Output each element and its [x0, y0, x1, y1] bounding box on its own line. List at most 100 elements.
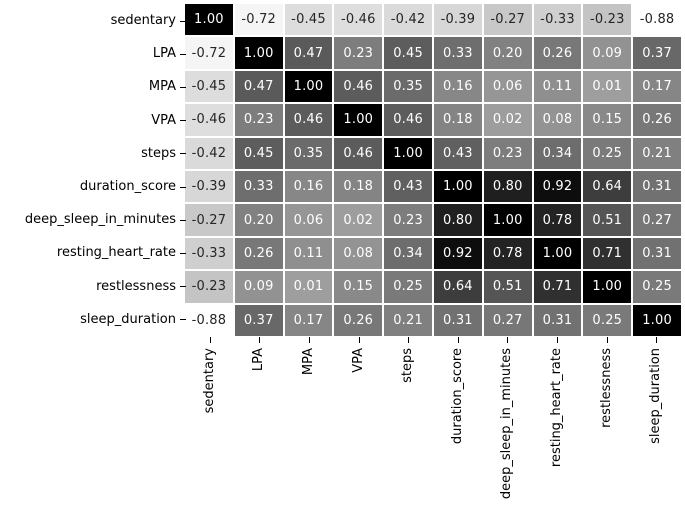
heatmap-cell: -0.42: [384, 4, 432, 36]
heatmap-cell: -0.46: [185, 104, 233, 136]
x-tick-label: MPA: [301, 348, 316, 376]
heatmap-cell: 0.26: [334, 304, 383, 336]
y-tick-label: sedentary: [110, 13, 176, 28]
heatmap-cell: 0.31: [633, 170, 681, 203]
x-tick-label: LPA: [251, 348, 267, 372]
x-tick-mark: [656, 337, 658, 343]
y-tick-label: LPA: [152, 46, 176, 62]
heatmap-cell: -0.39: [433, 4, 482, 36]
heatmap-cell: 0.09: [234, 271, 283, 303]
heatmap-cell: 0.78: [483, 237, 532, 270]
heatmap-cell: 1.00: [633, 304, 681, 336]
heatmap-cell: 1.00: [185, 4, 233, 36]
x-tick-mark: [557, 337, 558, 343]
heatmap-cell: 0.27: [483, 304, 532, 336]
y-tick-mark: [180, 286, 186, 288]
heatmap-cell: 0.25: [583, 304, 632, 336]
heatmap-cell: 0.34: [384, 237, 432, 270]
heatmap-cell: 0.23: [334, 37, 383, 69]
heatmap-cell: 0.31: [533, 304, 582, 336]
heatmap-cell: 0.43: [384, 170, 432, 203]
y-tick-label: steps: [141, 145, 176, 161]
heatmap-cell: 0.01: [583, 70, 632, 103]
y-tick-label: restlessness: [96, 278, 176, 294]
heatmap-grid: 1.00 -0.72 -0.45 -0.46 -0.42 -0.39 -0.27 -0.33-…: [185, 4, 681, 336]
x-tick-label: sleep_duration: [648, 348, 664, 444]
y-tick-mark: [180, 186, 186, 188]
heatmap-cell: 0.20: [483, 37, 532, 69]
heatmap-cell: 0.34: [533, 137, 582, 169]
y-tick-label: MPA: [148, 79, 176, 95]
heatmap-cell: 0.15: [583, 104, 632, 136]
heatmap-cell: 0.25: [583, 137, 632, 169]
x-tick-label: duration_score: [449, 348, 465, 445]
heatmap-cell: 0.18: [334, 170, 383, 203]
heatmap-cell: 0.35: [284, 137, 333, 169]
y-tick-label: VPA: [151, 112, 176, 128]
heatmap-cell: 0.37: [633, 37, 681, 69]
x-tick-mark: [408, 337, 410, 343]
heatmap-cell: 0.06: [483, 70, 532, 103]
heatmap-cell: 0.46: [284, 104, 333, 136]
heatmap-cell: 0.45: [234, 137, 283, 169]
heatmap-cell: 1.00: [334, 104, 383, 136]
heatmap-cell: 0.27: [633, 204, 681, 236]
heatmap-cell: -0.39: [185, 170, 233, 203]
y-tick-label: deep_sleep_in_minutes: [24, 212, 176, 228]
heatmap-cell: 0.31: [433, 304, 482, 336]
heatmap-cell: 0.71: [583, 237, 632, 270]
heatmap-cell: 0.26: [633, 104, 681, 136]
heatmap-cell: 0.21: [633, 137, 681, 169]
heatmap-cell: 0.71: [533, 271, 582, 303]
x-tick-label: deep_sleep_in_minutes: [499, 348, 515, 500]
heatmap-cell: 0.51: [483, 271, 532, 303]
heatmap-cell: 0.23: [384, 204, 432, 236]
heatmap-cell: 1.00: [433, 170, 482, 203]
y-tick-mark: [180, 20, 186, 22]
heatmap-cell: 0.43: [433, 137, 482, 169]
x-tick-label: VPA: [350, 348, 366, 373]
x-tick-mark: [209, 337, 211, 343]
heatmap-cell: 0.78: [533, 204, 582, 236]
x-tick-label: resting_heart_rate: [549, 348, 564, 468]
heatmap-cell: 0.46: [334, 137, 383, 169]
heatmap-cell: 0.64: [433, 271, 482, 303]
heatmap-cell: -0.27: [483, 4, 532, 36]
x-tick-label: restlessness: [598, 348, 614, 428]
heatmap-cell: 0.01: [284, 271, 333, 303]
heatmap-cell: 0.33: [234, 170, 283, 203]
x-tick-mark: [457, 337, 459, 343]
heatmap-cell: 0.80: [483, 170, 532, 203]
heatmap-cell: 0.06: [284, 204, 333, 236]
heatmap-cell: -0.45: [185, 70, 233, 103]
heatmap-cell: 1.00: [284, 70, 333, 103]
y-tick-mark: [180, 319, 186, 321]
heatmap-cell: -0.33: [533, 4, 582, 36]
heatmap-cell: 1.00: [483, 204, 532, 236]
heatmap-cell: 0.47: [284, 37, 333, 69]
heatmap-cell: 0.23: [234, 104, 283, 136]
heatmap-cell: -0.42: [185, 137, 233, 169]
x-tick-mark: [259, 337, 261, 343]
y-tick-mark: [180, 153, 186, 155]
heatmap-cell: 0.26: [533, 37, 582, 69]
heatmap-cell: -0.72: [234, 4, 283, 36]
x-tick-mark: [309, 337, 310, 343]
heatmap-cell: 1.00: [533, 237, 582, 270]
heatmap-cell: 0.47: [234, 70, 283, 103]
y-tick-label: resting_heart_rate: [56, 245, 176, 261]
heatmap-cell: 0.20: [234, 204, 283, 236]
heatmap-cell: 0.46: [384, 104, 432, 136]
heatmap-cell: 0.25: [384, 271, 432, 303]
heatmap-cell: 0.17: [284, 304, 333, 336]
y-tick-mark: [180, 53, 186, 55]
heatmap-cell: 0.18: [433, 104, 482, 136]
x-tick-mark: [358, 337, 360, 343]
heatmap-cell: 0.02: [483, 104, 532, 136]
heatmap-cell: 0.26: [234, 237, 283, 270]
heatmap-cell: 0.25: [633, 271, 681, 303]
heatmap-cell: 0.17: [633, 70, 681, 103]
y-tick-mark: [180, 120, 186, 122]
y-tick-label: sleep_duration: [80, 311, 176, 327]
